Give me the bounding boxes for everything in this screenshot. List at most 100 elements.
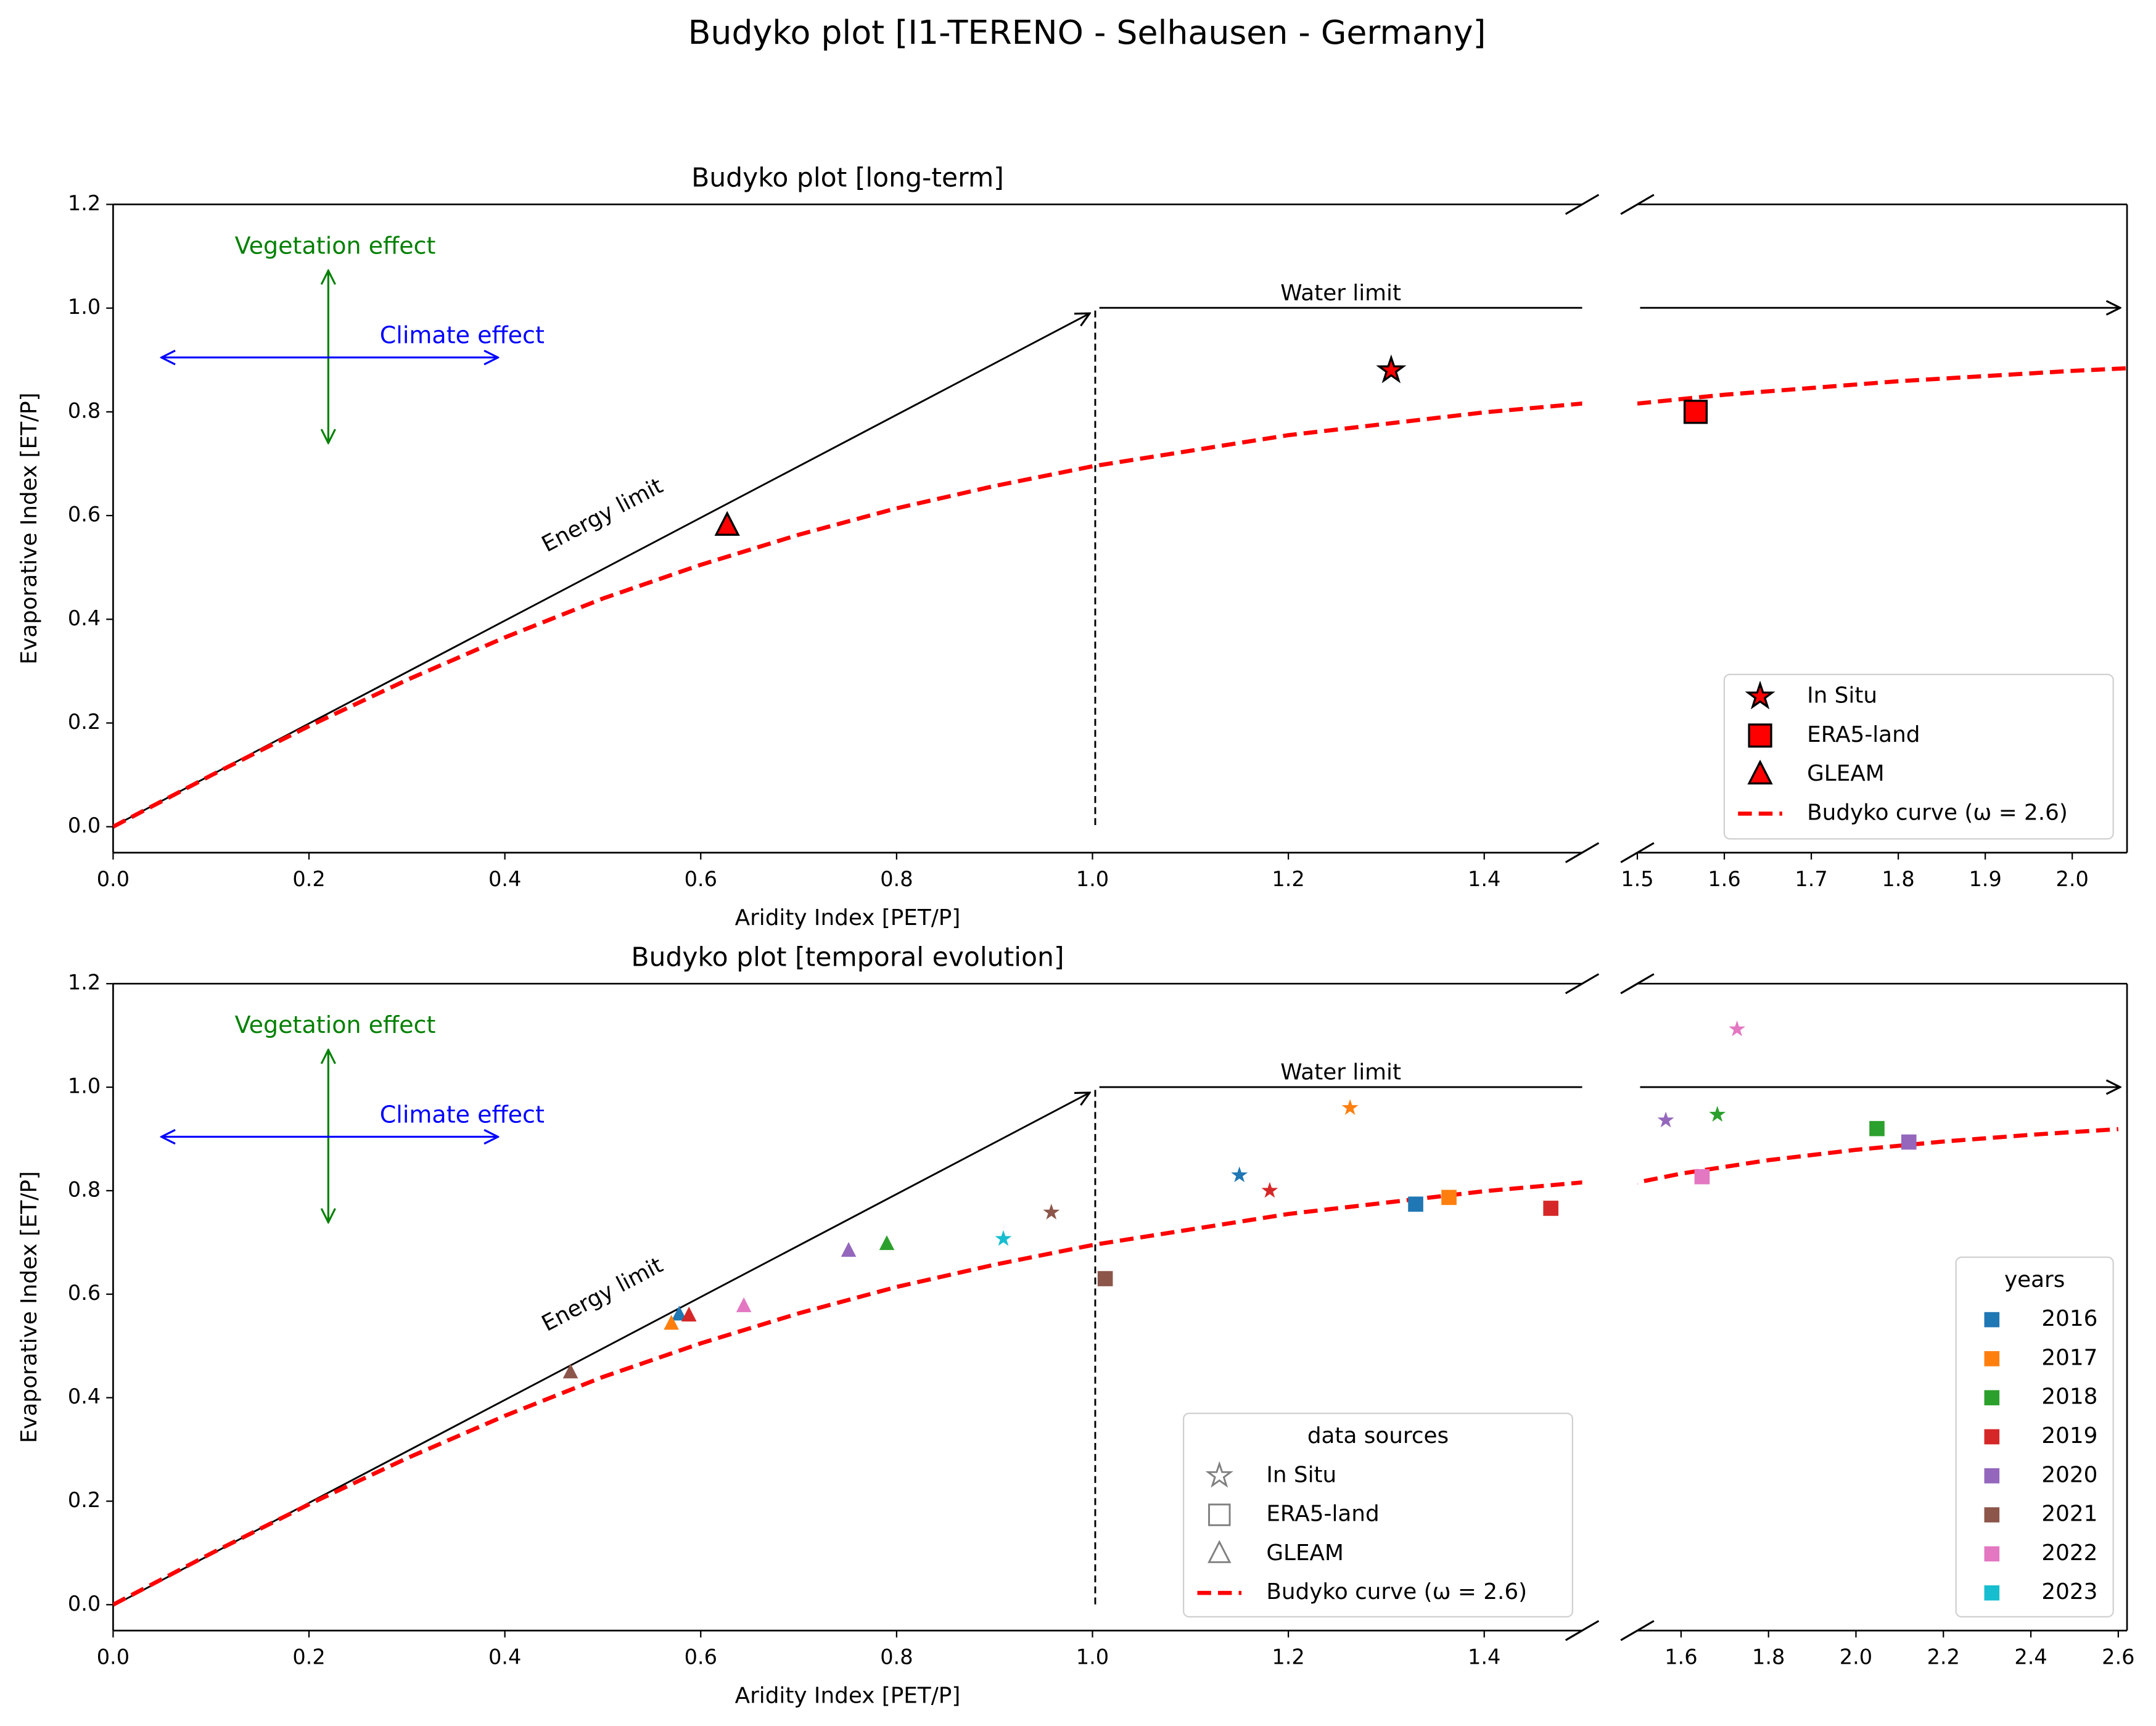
marker (1208, 1503, 1231, 1526)
marker (1543, 1201, 1559, 1216)
marker (1984, 1585, 2000, 1601)
y-tick-label: 1.2 (68, 191, 101, 215)
x-tick-label: 2.4 (2014, 1645, 2047, 1669)
x-tick-label: 0.8 (880, 1645, 913, 1669)
x-tick-label: 1.2 (1272, 1645, 1304, 1669)
y-axis-label: Evaporative Index [ET/P] (17, 393, 42, 665)
axis-break (1565, 1620, 1600, 1642)
x-tick-label: 1.6 (1664, 1645, 1697, 1669)
x-tick-label: 2.2 (1927, 1645, 1960, 1669)
marker (1097, 1271, 1113, 1286)
marker (841, 1242, 857, 1257)
x-tick-label: 0.4 (488, 867, 521, 891)
marker (1441, 1190, 1457, 1206)
legend-label: 2020 (2041, 1462, 2097, 1487)
x-tick-label: 1.4 (1468, 1645, 1500, 1669)
budyko-curve (113, 1180, 1582, 1607)
budyko-curve (1637, 366, 2128, 406)
y-tick-label: 0.4 (68, 1384, 101, 1408)
marker (1043, 1203, 1060, 1220)
annotation: Vegetation effect (235, 232, 436, 259)
x-tick-label: 2.6 (2102, 1645, 2134, 1669)
marker (1231, 1166, 1248, 1183)
marker (1984, 1351, 2000, 1366)
x-tick-label: 1.4 (1468, 867, 1500, 891)
legend-label: ERA5-land (1807, 722, 1920, 747)
legend-label: 2023 (2041, 1579, 2097, 1605)
marker (1984, 1507, 2000, 1523)
x-tick-label: 1.0 (1076, 867, 1109, 891)
annotation: Water limit (1280, 1060, 1401, 1085)
x-tick-label: 1.0 (1076, 1645, 1109, 1669)
y-tick-label: 0.8 (68, 398, 101, 422)
x-tick-label: 0.0 (97, 1645, 130, 1669)
x-tick-label: 1.9 (1969, 867, 2001, 891)
marker (664, 1315, 679, 1330)
marker (1984, 1390, 2000, 1405)
annotation: Climate effect (380, 322, 545, 349)
marker (1657, 1111, 1674, 1128)
x-tick-label: 2.0 (1840, 1645, 1872, 1669)
marker (1729, 1020, 1746, 1037)
y-tick-label: 1.0 (68, 1074, 101, 1098)
marker (995, 1230, 1012, 1246)
energy-limit-arrow (112, 1093, 1090, 1607)
legend-box (1955, 1256, 2114, 1617)
x-tick-label: 0.0 (97, 867, 130, 891)
marker (879, 1235, 895, 1251)
chart-title: Budyko plot [temporal evolution] (631, 942, 1064, 972)
marker (1984, 1312, 2000, 1328)
y-tick-label: 0.6 (68, 503, 101, 527)
legend-label: 2022 (2041, 1540, 2097, 1566)
marker (1869, 1120, 1885, 1136)
legend-label: 2016 (2041, 1306, 2097, 1331)
legend-label: 2019 (2041, 1423, 2097, 1449)
legend-title: data sources (1307, 1423, 1449, 1449)
x-tick-label: 1.8 (1752, 1645, 1785, 1669)
x-tick-label: 0.2 (292, 1645, 325, 1669)
legend-label: Budyko curve (ω = 2.6) (1807, 800, 2068, 825)
marker (1984, 1429, 2000, 1445)
marker (1745, 680, 1775, 710)
annotation: Water limit (1280, 281, 1401, 306)
marker (672, 1305, 687, 1321)
x-tick-label: 0.6 (685, 867, 717, 891)
x-tick-label: 1.7 (1795, 867, 1827, 891)
legend-label: ERA5-land (1266, 1502, 1379, 1527)
annotations: Vegetation effect Climate effect Energy … (112, 1011, 2120, 1607)
marker (1984, 1468, 2000, 1484)
x-tick-label: 0.2 (292, 867, 325, 891)
marker (1376, 354, 1407, 384)
marker (1205, 1461, 1233, 1488)
marker (1747, 759, 1773, 785)
annotation: Climate effect (380, 1101, 545, 1128)
x-tick-label: 0.4 (488, 1645, 521, 1669)
x-tick-label: 1.5 (1621, 867, 1653, 891)
legend-label: 2021 (2041, 1502, 2097, 1527)
legend-label: In Situ (1807, 683, 1877, 709)
marker (1748, 723, 1772, 748)
marker (1341, 1099, 1359, 1116)
y-tick-label: 0.0 (68, 813, 101, 837)
marker (562, 1363, 578, 1379)
marker (1261, 1181, 1278, 1198)
legend-label: GLEAM (1266, 1540, 1344, 1566)
x-tick-label: 2.0 (2055, 867, 2088, 891)
y-tick-label: 0.8 (68, 1177, 101, 1201)
marker (736, 1297, 752, 1312)
y-tick-label: 0.2 (68, 1488, 101, 1512)
marker (1683, 400, 1708, 424)
marker (1901, 1134, 1917, 1150)
legend-label: Budyko curve (ω = 2.6) (1266, 1579, 1527, 1605)
marker (1208, 1540, 1232, 1563)
axis-break (1565, 842, 1600, 863)
figure-title: Budyko plot [I1-TERENO - Selhausen - Ger… (688, 13, 1486, 52)
chart-title: Budyko plot [long-term] (691, 163, 1004, 194)
legend-title: years (2004, 1267, 2065, 1292)
y-tick-label: 0.6 (68, 1281, 101, 1305)
y-tick-label: 1.0 (68, 295, 101, 319)
legend-box (1182, 1412, 1573, 1617)
annotation: Vegetation effect (235, 1011, 436, 1038)
